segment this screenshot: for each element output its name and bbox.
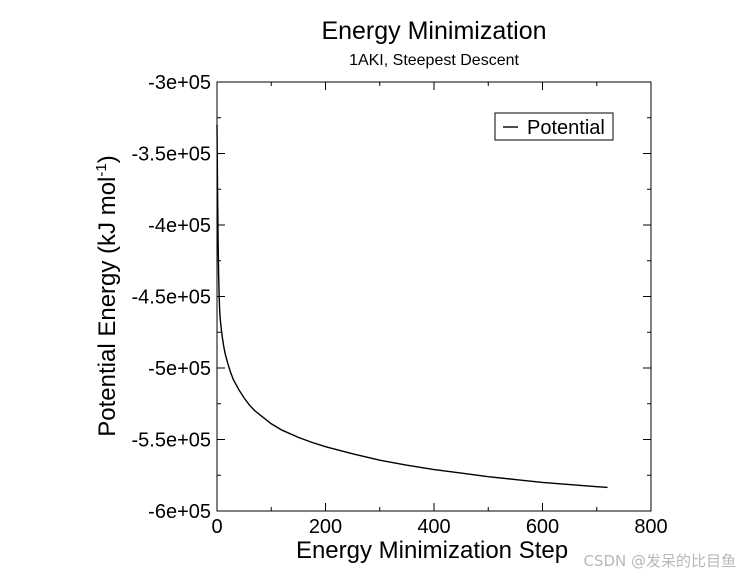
y-axis-label: Potential Energy (kJ mol-1)	[93, 155, 121, 436]
y-axis-label-sup: -1	[93, 163, 110, 176]
legend: Potential	[494, 112, 614, 141]
x-tick-label: 0	[211, 516, 222, 538]
y-axis-ticks: -3e+05 -3.5e+05 -4e+05 -4.5e+05 -5e+05 -5.5e+…	[131, 72, 651, 523]
y-tick-label: -5e+05	[148, 358, 211, 380]
y-axis-label-main: Potential Energy (kJ mol	[94, 177, 121, 437]
x-tick-label: 400	[417, 516, 450, 538]
series-line-potential	[216, 124, 608, 489]
x-tick-label: 600	[526, 516, 559, 538]
watermark-text: CSDN @发呆的比目鱼	[583, 552, 736, 570]
y-tick-label: -3.5e+05	[131, 144, 211, 166]
y-tick-label: -6e+05	[148, 501, 211, 523]
y-tick-label: -4.5e+05	[131, 287, 211, 309]
y-axis-label-close: )	[94, 155, 121, 163]
y-tick-label: -4e+05	[148, 215, 211, 237]
plot-frame	[216, 81, 652, 512]
x-axis-ticks: 0 200 400 600 800	[211, 82, 668, 538]
legend-label: Potential	[527, 117, 605, 139]
y-tick-label: -3e+05	[148, 72, 211, 94]
x-tick-label: 800	[634, 516, 667, 538]
y-tick-label: -5.5e+05	[131, 430, 211, 452]
chart-subtitle: 1AKI, Steepest Descent	[349, 52, 519, 69]
x-axis-label: Energy Minimization Step	[296, 537, 568, 564]
x-tick-label: 200	[309, 516, 342, 538]
chart-title: Energy Minimization	[321, 17, 546, 45]
